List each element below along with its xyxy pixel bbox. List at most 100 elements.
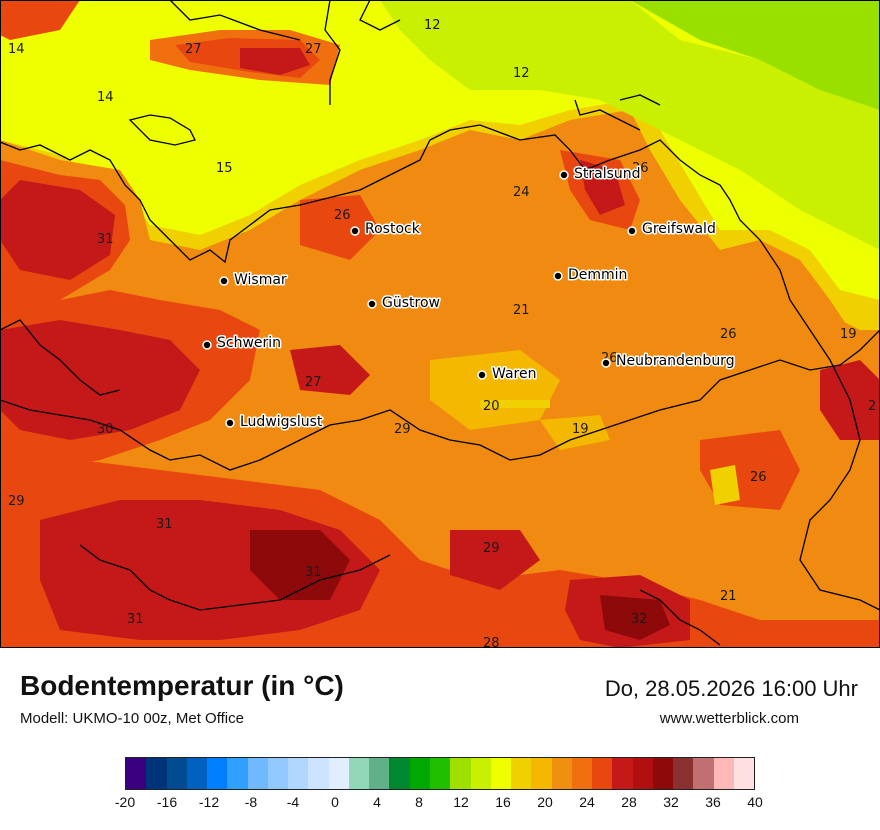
temperature-map: 14 27 27 12 12 14 15 26 24 26 31 21 26 1…: [0, 0, 880, 648]
value-label: 21: [720, 589, 737, 604]
legend-swatch: [186, 758, 208, 789]
city-rostock[interactable]: Rostock: [350, 220, 422, 239]
value-label: 14: [97, 90, 114, 105]
footer: Bodentemperatur (in °C) Modell: UKMO-10 …: [0, 648, 880, 830]
value-label: 12: [513, 66, 530, 81]
legend-swatch: [288, 758, 309, 789]
legend-swatch: [490, 758, 512, 789]
value-labels: 14 27 27 12 12 14 15 26 24 26 31 21 26 1…: [8, 18, 876, 648]
value-label: 26: [334, 208, 351, 223]
legend-tick-label: 28: [621, 794, 637, 810]
city-greifswald[interactable]: Greifswald: [627, 220, 717, 239]
legend-swatch: [308, 758, 329, 789]
legend-swatch: [592, 758, 613, 789]
legend-swatch: [571, 758, 593, 789]
legend-swatch: [348, 758, 370, 789]
value-label: 26: [720, 327, 737, 342]
legend-swatch: [511, 758, 532, 789]
legend-swatch: [450, 758, 471, 789]
city-label: Güstrow: [382, 295, 440, 311]
value-label: 29: [394, 422, 411, 437]
legend-swatch: [612, 758, 633, 789]
legend-tick-label: 32: [663, 794, 679, 810]
legend-swatch: [733, 758, 755, 789]
city-waren[interactable]: Waren: [477, 365, 538, 384]
legend-tick-label: -16: [156, 794, 178, 810]
value-label: 14: [8, 42, 25, 57]
legend-swatch: [531, 758, 552, 789]
city-label: Neubrandenburg: [616, 353, 735, 369]
value-label: 31: [156, 517, 173, 532]
city-label: Stralsund: [574, 166, 641, 182]
legend-swatch: [409, 758, 430, 789]
city-label: Wismar: [234, 272, 287, 288]
city-schwerin[interactable]: Schwerin: [202, 334, 283, 353]
city-stralsund[interactable]: Stralsund: [559, 165, 642, 184]
legend-tick-label: -20: [114, 794, 136, 810]
city-label: Demmin: [568, 267, 627, 283]
value-label: 19: [840, 327, 857, 342]
city-markers: Stralsund Rostock Greifswald Wismar Demm…: [202, 165, 736, 432]
sea-area: [0, 0, 880, 330]
city-label: Schwerin: [217, 335, 281, 351]
value-label: 31: [97, 232, 114, 247]
legend-tick-label: 12: [453, 794, 469, 810]
value-label: 29: [483, 541, 500, 556]
legend-swatch: [713, 758, 734, 789]
legend-tick-label: 4: [373, 794, 381, 810]
legend-swatch: [166, 758, 187, 789]
legend-swatch: [227, 758, 248, 789]
legend-swatch: [673, 758, 694, 789]
value-label: 21: [513, 303, 530, 318]
legend-swatch: [328, 758, 349, 789]
map-title: Bodentemperatur (in °C): [20, 670, 344, 701]
value-label: 31: [305, 565, 322, 580]
city-label: Waren: [492, 366, 536, 382]
coastline: [0, 0, 880, 646]
value-label: 27: [305, 375, 322, 390]
city-guestrow[interactable]: Güstrow: [367, 294, 441, 313]
forecast-datetime: Do, 28.05.2026 16:00 Uhr: [604, 676, 858, 701]
value-label: 31: [127, 612, 144, 627]
city-label: Ludwigslust: [240, 414, 323, 430]
value-label: 30: [97, 422, 114, 437]
legend-swatch: [632, 758, 653, 789]
value-label: 26: [632, 161, 649, 176]
legend-swatch: [207, 758, 228, 789]
city-label: Greifswald: [642, 221, 716, 237]
city-demmin[interactable]: Demmin: [553, 266, 629, 285]
city-wismar[interactable]: Wismar: [219, 271, 288, 290]
value-label: 20: [483, 399, 500, 414]
legend-swatch: [652, 758, 674, 789]
value-label: 26: [750, 470, 767, 485]
heat-patches: [0, 0, 880, 648]
legend-tick-label: 8: [415, 794, 423, 810]
city-ludwigslust[interactable]: Ludwigslust: [225, 413, 324, 432]
website-link[interactable]: www.wetterblick.com: [659, 710, 799, 727]
legend-swatch: [470, 758, 491, 789]
value-label: 27: [185, 42, 202, 57]
value-label: 12: [424, 18, 441, 33]
value-label: 28: [483, 636, 500, 648]
legend-swatch: [389, 758, 410, 789]
legend-swatch: [146, 758, 167, 789]
value-label: 15: [216, 161, 233, 176]
legend-swatch: [267, 758, 289, 789]
color-legend: [125, 757, 755, 790]
legend-tick-label: -12: [198, 794, 220, 810]
legend-swatch: [247, 758, 268, 789]
legend-swatch: [429, 758, 451, 789]
legend-swatch: [693, 758, 714, 789]
city-label: Rostock: [365, 221, 421, 237]
legend-swatch: [126, 758, 147, 789]
legend-tick-label: 16: [495, 794, 511, 810]
value-label: 29: [8, 494, 25, 509]
legend-tick-label: -8: [244, 794, 258, 810]
city-neubrandenburg[interactable]: Neubrandenburg: [601, 352, 736, 371]
legend-tick-label: -4: [286, 794, 300, 810]
legend-tick-label: 20: [537, 794, 553, 810]
legend-tick-label: 0: [331, 794, 339, 810]
legend-tick-label: 40: [747, 794, 763, 810]
legend-ticks: -20 -16 -12 -8 -4 0 4 8 12 16 20 24 28 32 36 40: [115, 794, 763, 814]
value-label: 2: [868, 399, 876, 414]
